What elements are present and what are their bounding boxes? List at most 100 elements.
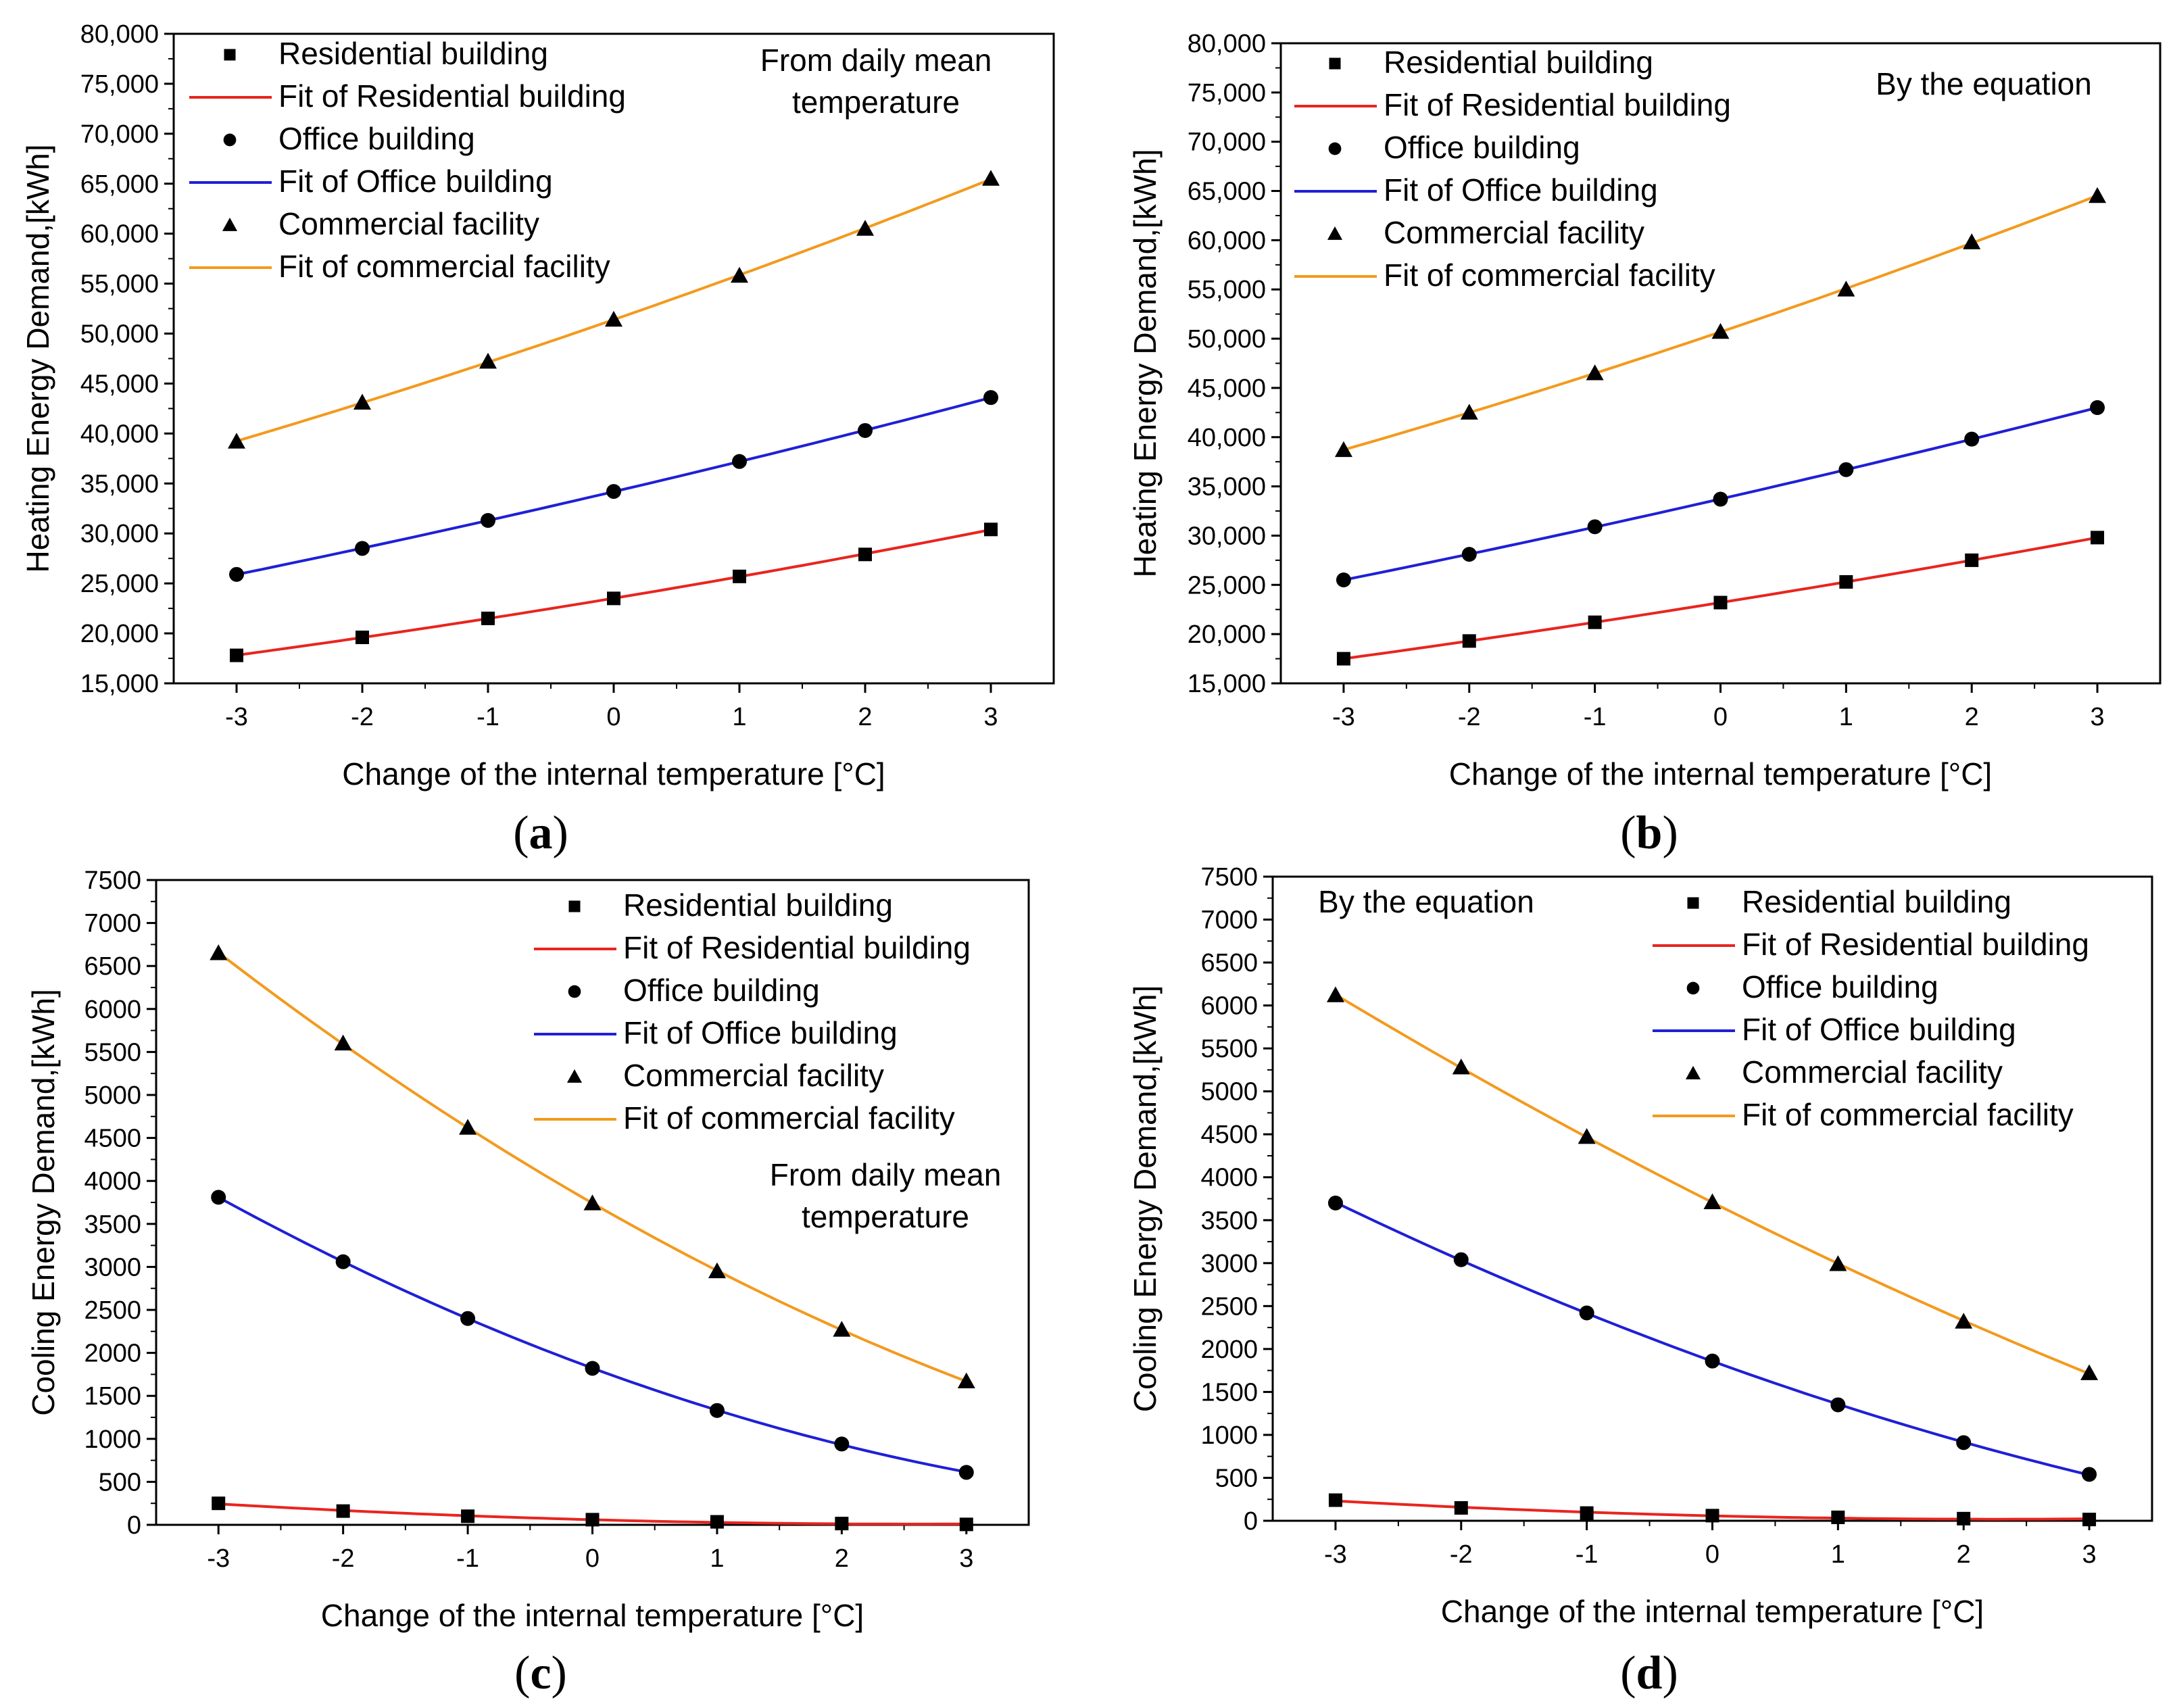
data-point-residential — [607, 591, 620, 606]
data-point-residential — [336, 1504, 350, 1518]
data-point-residential — [1705, 1509, 1719, 1523]
chart-panel-c: 0 500 1000 1500 2000 2500 3000 3500 4000 4500 5000… — [26, 867, 1030, 1699]
legend-label: Fit of Residential building — [1384, 87, 1731, 122]
data-point-office — [2082, 1467, 2097, 1482]
y-tick-label: 500 — [1215, 1464, 1258, 1492]
x-tick-label: -1 — [1584, 703, 1607, 731]
data-point-residential — [2091, 531, 2105, 545]
legend-label: Office building — [278, 121, 475, 156]
y-tick-label: 35,000 — [80, 470, 159, 498]
y-tick-label: 0 — [127, 1511, 141, 1540]
data-point-commercial — [2089, 187, 2107, 203]
y-tick-label: 5000 — [84, 1081, 141, 1110]
data-point-residential — [2082, 1513, 2097, 1527]
data-point-office — [355, 541, 370, 556]
y-tick-label: 500 — [99, 1468, 141, 1496]
legend-label: Office building — [623, 973, 820, 1008]
data-point-commercial — [957, 1372, 975, 1388]
y-tick-label: 5500 — [84, 1038, 141, 1067]
y-tick-label: 75,000 — [1188, 79, 1266, 107]
legend-label: Fit of Residential building — [1742, 927, 2089, 962]
legend-marker-office — [223, 133, 237, 147]
legend-marker-commercial — [222, 217, 238, 231]
x-tick-label: 0 — [585, 1544, 600, 1573]
data-point-commercial — [1955, 1313, 1973, 1329]
data-point-residential — [1588, 615, 1602, 629]
data-point-office — [1838, 462, 1854, 477]
data-point-commercial — [1711, 322, 1730, 339]
x-tick-label: 2 — [858, 703, 872, 731]
data-point-residential — [212, 1496, 226, 1511]
data-point-commercial — [708, 1262, 726, 1279]
y-tick-label: 1000 — [84, 1425, 141, 1454]
y-tick-label: 80,000 — [80, 20, 159, 49]
y-tick-label: 50,000 — [1188, 325, 1266, 353]
y-tick-label: 0 — [1244, 1507, 1258, 1536]
y-tick-label: 2000 — [84, 1340, 141, 1368]
data-point-office — [1830, 1397, 1846, 1413]
data-point-office — [958, 1465, 974, 1480]
data-point-commercial — [228, 433, 245, 449]
y-tick-label: 7000 — [84, 910, 141, 938]
panel-letter: b — [1636, 807, 1663, 859]
y-tick-label: 30,000 — [1188, 522, 1266, 550]
y-tick-label: 7500 — [1200, 863, 1258, 892]
y-tick-label: 2000 — [1200, 1336, 1258, 1364]
y-tick-label: 15,000 — [80, 670, 159, 698]
x-tick-label: -2 — [332, 1544, 355, 1573]
chart-panel-a: 15,000 20,000 25,000 30,000 35,000 40,000 45,0… — [20, 20, 1055, 859]
x-tick-label: 1 — [1831, 1540, 1845, 1569]
chart-annotation: temperature — [792, 84, 960, 120]
chart-panel-b: 15,000 20,000 25,000 30,000 35,000 40,000 45,0… — [1127, 30, 2162, 859]
x-tick-label: 3 — [983, 703, 998, 731]
legend-label: Commercial facility — [278, 206, 539, 241]
x-tick-label: 0 — [1713, 703, 1728, 731]
y-tick-label: 4500 — [1200, 1121, 1258, 1149]
legend-marker-commercial — [1327, 226, 1343, 240]
x-tick-label: 0 — [606, 703, 620, 731]
panel-label: (a) — [513, 807, 568, 859]
data-point-office — [1713, 491, 1728, 507]
y-tick-label: 35,000 — [1188, 473, 1266, 502]
legend-label: Fit of Office building — [623, 1015, 898, 1050]
data-point-office — [2090, 400, 2105, 416]
y-axis-title: Heating Energy Demand,[kWh] — [1127, 149, 1163, 577]
data-point-commercial — [1334, 441, 1352, 458]
y-tick-label: 65,000 — [80, 170, 159, 199]
data-point-office — [1964, 431, 1980, 447]
data-point-residential — [1328, 1493, 1342, 1507]
y-tick-label: 6500 — [1200, 949, 1258, 977]
y-tick-label: 25,000 — [80, 570, 159, 598]
legend-marker-commercial — [566, 1069, 583, 1083]
legend-label: Fit of Residential building — [623, 930, 971, 965]
x-tick-label: 1 — [732, 703, 746, 731]
legend-label: Fit of commercial facility — [1384, 258, 1715, 293]
data-point-office — [585, 1361, 600, 1376]
data-point-office — [211, 1190, 226, 1205]
chart-annotation: By the equation — [1318, 884, 1534, 919]
data-point-commercial — [1963, 233, 1981, 249]
panel-letter: d — [1636, 1647, 1663, 1699]
legend-label: Fit of Office building — [1384, 172, 1658, 208]
x-tick-label: -2 — [1450, 1540, 1473, 1569]
y-tick-label: 3500 — [84, 1211, 141, 1239]
data-point-office — [606, 484, 621, 499]
y-tick-label: 4500 — [84, 1125, 141, 1153]
data-point-residential — [835, 1517, 849, 1531]
data-point-commercial — [459, 1119, 477, 1135]
y-tick-label: 3000 — [1200, 1250, 1258, 1278]
data-point-residential — [1336, 652, 1350, 666]
y-tick-label: 3000 — [84, 1253, 141, 1282]
legend-label: Commercial facility — [1384, 215, 1644, 250]
data-point-office — [481, 513, 495, 529]
data-point-office — [335, 1254, 351, 1269]
data-point-commercial — [2080, 1364, 2099, 1380]
legend-marker-office — [1328, 142, 1342, 155]
x-tick-label: 1 — [710, 1544, 724, 1573]
y-tick-label: 25,000 — [1188, 571, 1266, 600]
legend-marker-residential — [1329, 57, 1341, 70]
y-tick-label: 60,000 — [1188, 226, 1266, 255]
data-point-office — [1327, 1195, 1343, 1211]
y-tick-label: 1000 — [1200, 1421, 1258, 1450]
